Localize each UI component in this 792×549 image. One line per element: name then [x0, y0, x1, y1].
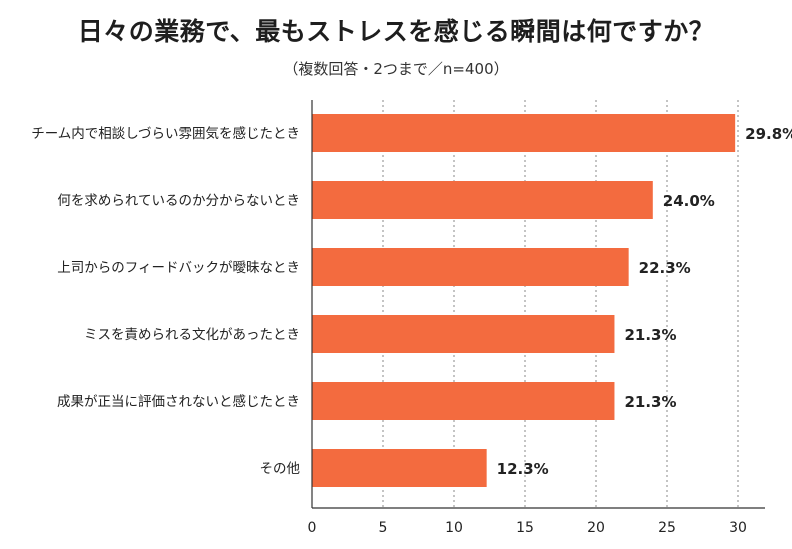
x-axis: 0 5 10 15 20 25 30 [308, 100, 765, 536]
x-tick-label: 15 [516, 520, 534, 536]
bars: チーム内で相談しづらい雰囲気を感じたとき 29.8% 何を求められているのか分からな… [31, 114, 792, 487]
bar [312, 181, 653, 219]
x-tick-label: 20 [587, 520, 605, 536]
category-label: 成果が正当に評価されないと感じたとき [57, 393, 300, 410]
chart-title: 日々の業務で、最もストレスを感じる瞬間は何ですか？ [77, 17, 715, 46]
category-label: その他 [260, 461, 301, 477]
x-tick-label: 25 [658, 520, 676, 536]
chart-subtitle: （複数回答・2つまで／n=400） [283, 60, 509, 78]
bar [312, 114, 736, 152]
x-tick-label: 5 [379, 520, 388, 536]
grid-lines [382, 100, 739, 508]
value-label: 12.3% [497, 460, 549, 478]
value-label: 24.0% [663, 192, 715, 210]
x-tick-label: 0 [308, 520, 317, 536]
x-tick-label: 30 [729, 520, 747, 536]
x-tick-label: 10 [445, 520, 463, 536]
category-label: 上司からのフィードバックが曖昧なとき [57, 260, 300, 276]
value-label: 29.8% [745, 125, 792, 143]
value-label: 21.3% [624, 326, 676, 344]
bar [312, 248, 629, 286]
category-label: チーム内で相談しづらい雰囲気を感じたとき [31, 125, 300, 142]
category-label: 何を求められているのか分からないとき [57, 193, 300, 209]
value-label: 22.3% [639, 259, 691, 277]
bar [312, 382, 615, 420]
bar [312, 449, 487, 487]
value-label: 21.3% [624, 393, 676, 411]
bar [312, 315, 615, 353]
category-label: ミスを責められる文化があったとき [84, 327, 300, 343]
